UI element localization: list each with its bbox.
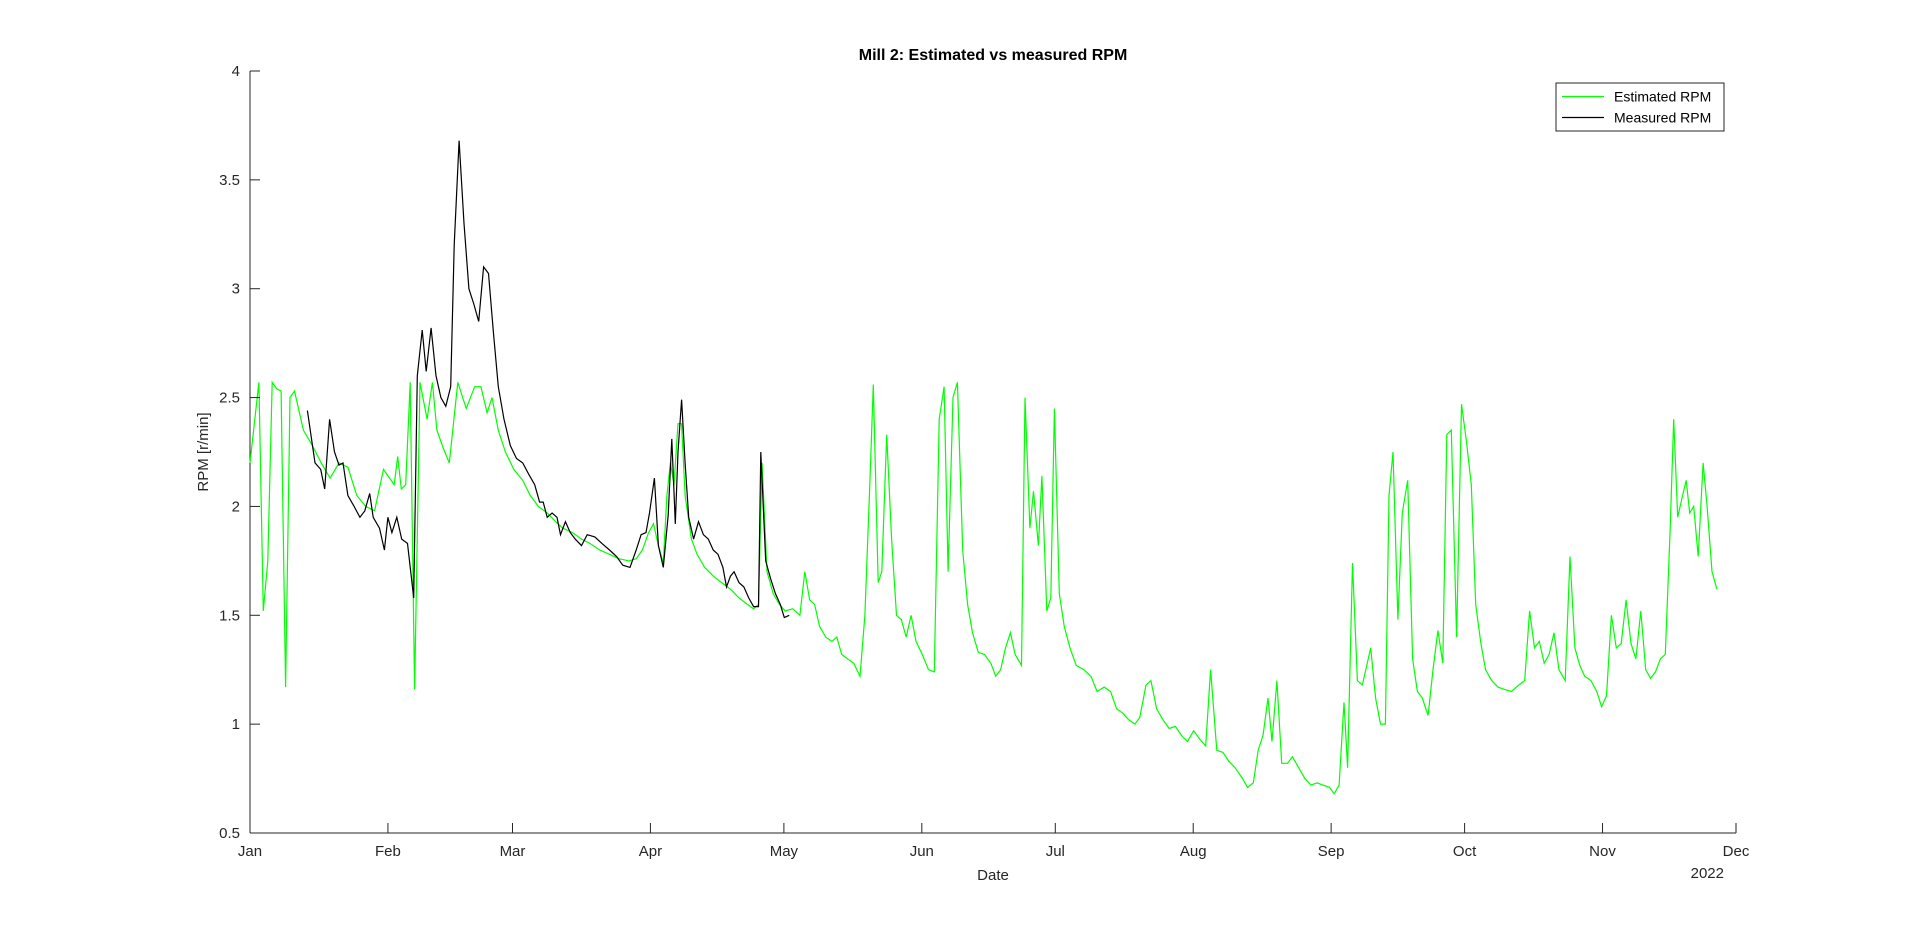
x-tick-label: Jan xyxy=(238,843,262,860)
y-tick-label: 1.5 xyxy=(219,607,240,624)
y-axis-label: RPM [r/min] xyxy=(195,412,212,491)
x-tick-label: Aug xyxy=(1180,843,1207,860)
x-tick-label: Dec xyxy=(1723,843,1750,860)
y-tick-label: 1 xyxy=(232,716,240,733)
x-tick-label: Mar xyxy=(500,843,526,860)
series-line xyxy=(249,380,1718,795)
plot-area xyxy=(249,140,1718,795)
legend-label: Estimated RPM xyxy=(1614,89,1711,105)
legend-label: Measured RPM xyxy=(1614,110,1711,126)
x-axis-label: Date xyxy=(977,867,1009,884)
y-tick-label: 2 xyxy=(232,498,240,515)
x-tick-label: Sep xyxy=(1318,843,1345,860)
y-tick-label: 3 xyxy=(232,281,240,298)
x-tick-label: Feb xyxy=(375,843,401,860)
x-tick-label: Jun xyxy=(910,843,934,860)
x-tick-label: Oct xyxy=(1453,843,1477,860)
x-tick-label: May xyxy=(770,843,799,860)
legend-box xyxy=(1555,82,1725,132)
y-tick-label: 3.5 xyxy=(219,172,240,189)
x-tick-label: Jul xyxy=(1046,843,1065,860)
legend: Estimated RPM Measured RPM xyxy=(1555,82,1725,132)
y-tick-label: 4 xyxy=(232,63,240,80)
y-tick-label: 0.5 xyxy=(219,825,240,842)
y-tick-label: 2.5 xyxy=(219,390,240,407)
x-tick-label: Nov xyxy=(1589,843,1616,860)
series-line xyxy=(306,140,790,619)
x-year-label: 2022 xyxy=(1691,865,1724,882)
chart-title: Mill 2: Estimated vs measured RPM xyxy=(859,47,1128,64)
x-tick-label: Apr xyxy=(639,843,662,860)
